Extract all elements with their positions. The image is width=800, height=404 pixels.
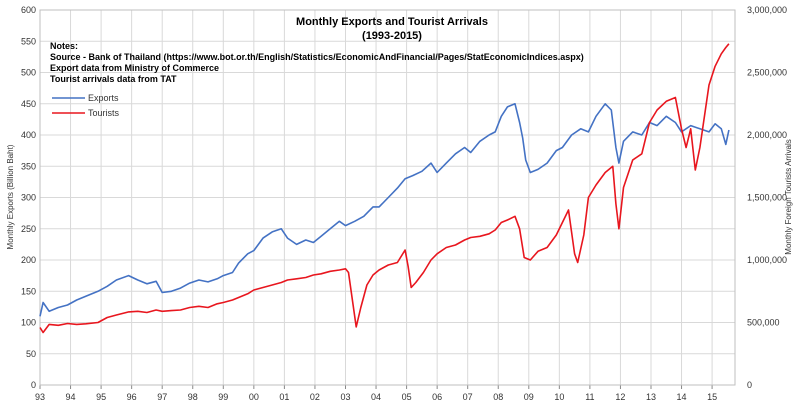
x-tick-label: 99 (218, 392, 228, 402)
y-left-tick-label: 200 (21, 255, 36, 265)
x-tick-label: 14 (677, 392, 687, 402)
y-left-tick-label: 50 (26, 349, 36, 359)
x-tick-label: 03 (340, 392, 350, 402)
y-left-tick-label: 150 (21, 286, 36, 296)
y-right-tick-label: 1,000,000 (747, 255, 787, 265)
x-tick-label: 07 (463, 392, 473, 402)
note-source: Source - Bank of Thailand (https://www.b… (50, 52, 584, 62)
x-tick-label: 98 (188, 392, 198, 402)
y-left-tick-label: 600 (21, 5, 36, 15)
y-axis-right-title: Monthly Foreign Tourists Arrivals (784, 139, 793, 254)
note-export-source: Export data from Ministry of Commerce (50, 63, 219, 73)
x-tick-label: 02 (310, 392, 320, 402)
y-left-tick-label: 450 (21, 99, 36, 109)
series-line-tourists (39, 43, 730, 334)
legend: Exports Tourists (52, 93, 120, 118)
x-tick-label: 05 (402, 392, 412, 402)
plot-area-border (39, 9, 736, 386)
x-tick-label: 09 (524, 392, 534, 402)
legend-label-tourists: Tourists (88, 108, 120, 118)
y-left-tick-label: 400 (21, 130, 36, 140)
x-tick-label: 15 (707, 392, 717, 402)
y-left-tick-label: 500 (21, 68, 36, 78)
y-left-tick-label: 550 (21, 36, 36, 46)
x-tick-label: 93 (35, 392, 45, 402)
y-left-tick-label: 100 (21, 318, 36, 328)
x-tick-label: 97 (157, 392, 167, 402)
x-tick-label: 00 (249, 392, 259, 402)
note-heading: Notes: (50, 41, 78, 51)
y-left-tick-label: 350 (21, 161, 36, 171)
y-right-tick-label: 2,500,000 (747, 68, 787, 78)
x-tick-label: 13 (646, 392, 656, 402)
x-tick-label: 01 (279, 392, 289, 402)
y-right-tick-label: 2,000,000 (747, 130, 787, 140)
x-tick-label: 04 (371, 392, 381, 402)
x-tick-label: 06 (432, 392, 442, 402)
x-tick-label: 96 (127, 392, 137, 402)
x-tick-label: 10 (554, 392, 564, 402)
x-tick-label: 95 (96, 392, 106, 402)
y-left-tick-label: 250 (21, 224, 36, 234)
y-left-tick-label: 0 (31, 380, 36, 390)
y-axis-left-title: Monthly Exports (Billion Baht) (6, 144, 15, 249)
y-right-tick-label: 1,500,000 (747, 193, 787, 203)
x-tick-label: 11 (585, 392, 594, 402)
y-left-tick-label: 300 (21, 193, 36, 203)
series-line-exports (39, 103, 730, 317)
chart-subtitle: (1993-2015) (362, 30, 422, 42)
y-right-tick-label: 500,000 (747, 318, 780, 328)
note-tourist-source: Tourist arrivals data from TAT (50, 74, 177, 84)
x-tick-label: 08 (493, 392, 503, 402)
y-right-tick-label: 0 (747, 380, 752, 390)
x-tick-label: 12 (615, 392, 625, 402)
chart-title: Monthly Exports and Tourist Arrivals (296, 16, 488, 28)
legend-label-exports: Exports (88, 93, 119, 103)
x-tick-label: 94 (66, 392, 76, 402)
y-right-tick-label: 3,000,000 (747, 5, 787, 15)
